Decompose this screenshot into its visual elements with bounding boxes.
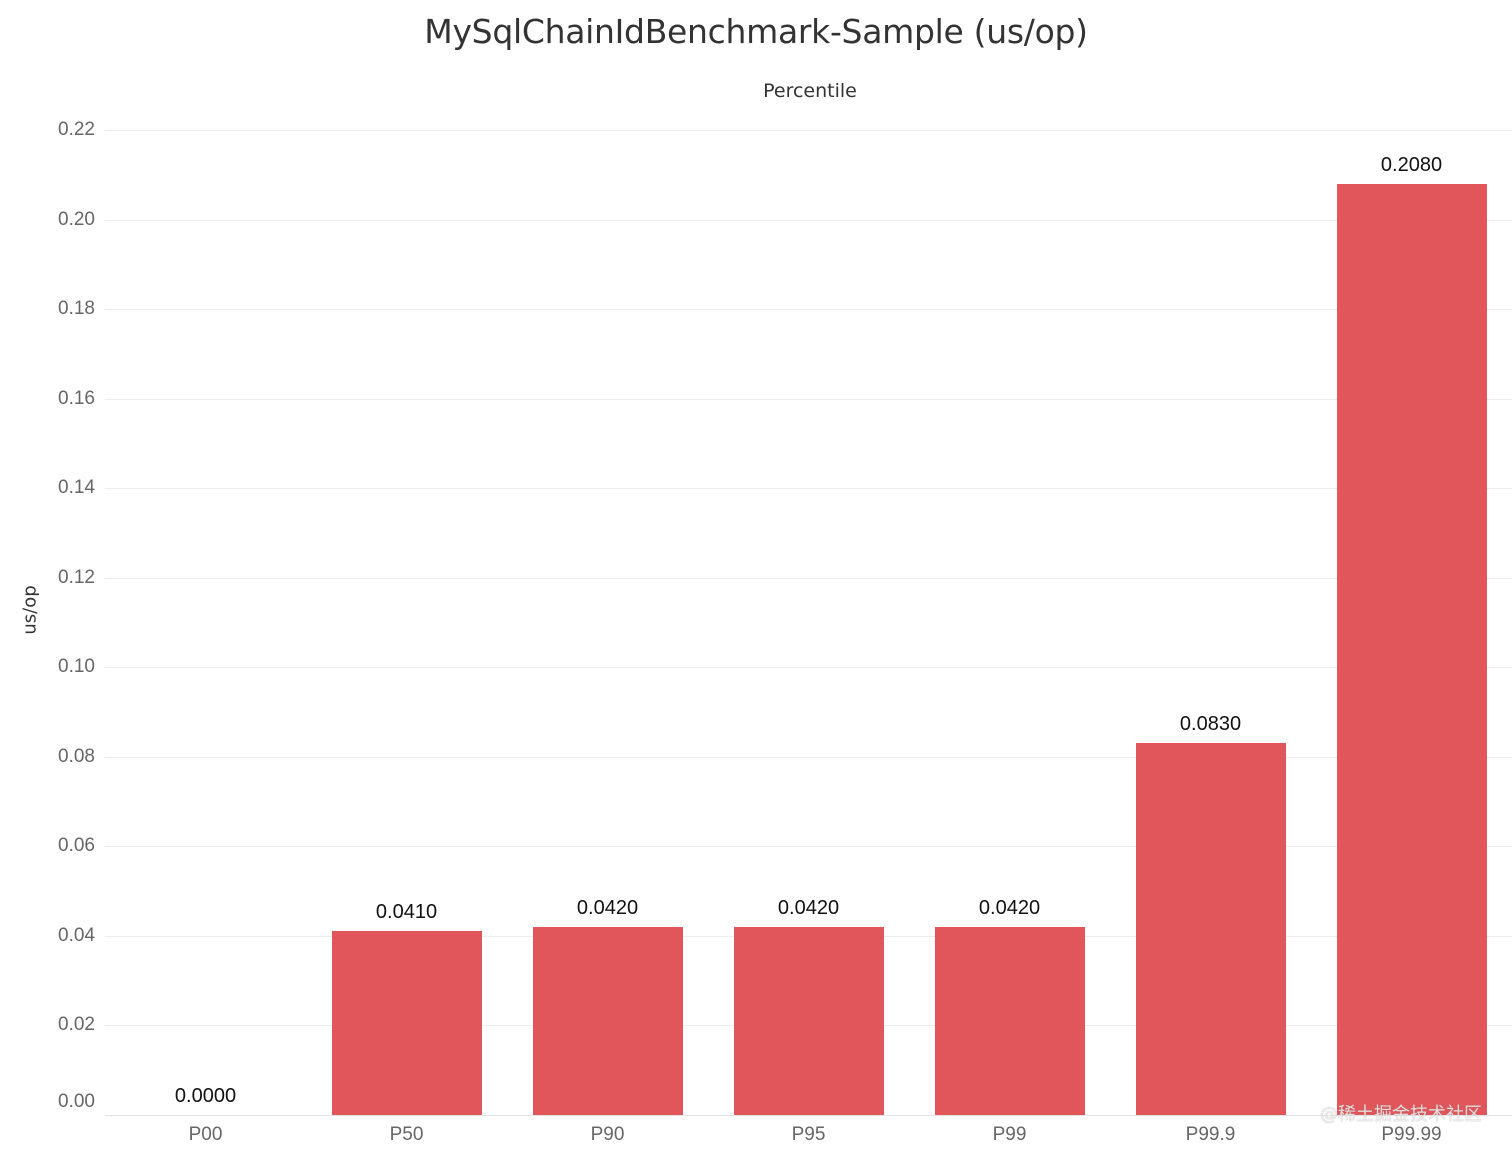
bar-value-label: 0.0420: [978, 897, 1041, 919]
y-tick-label: 0.04: [58, 924, 95, 946]
column-header: Percentile: [763, 80, 857, 102]
x-tick-label: P95: [791, 1124, 826, 1145]
bar-value-label: 0.0420: [777, 897, 840, 919]
y-tick-label: 0.20: [58, 208, 95, 230]
x-tick-label: P99.99: [1381, 1124, 1442, 1145]
gridline: [105, 309, 1512, 310]
bar-value-label: 0.0410: [375, 901, 438, 923]
bar-value-label: 0.0000: [174, 1085, 237, 1107]
bar-value-label: 0.0830: [1179, 713, 1242, 735]
bar-value-label: 0.0420: [576, 897, 639, 919]
y-tick-label: 0.06: [58, 835, 95, 857]
gridline: [105, 488, 1512, 489]
watermark: @稀土掘金技术社区: [1320, 1104, 1482, 1125]
x-tick-label: P99.9: [1185, 1124, 1236, 1145]
bar-p95[interactable]: [733, 927, 884, 1115]
x-axis-baseline: [105, 1115, 1512, 1116]
y-tick-label: 0.00: [58, 1091, 95, 1112]
y-tick-label: 0.22: [58, 119, 95, 140]
y-tick-label: 0.02: [58, 1014, 95, 1036]
bar-p50[interactable]: [331, 931, 482, 1115]
y-tick-label: 0.12: [58, 566, 95, 588]
bar-p99[interactable]: [934, 927, 1085, 1115]
bar-p90[interactable]: [532, 927, 683, 1115]
bar-value-label: 0.2080: [1380, 154, 1443, 176]
y-tick-label: 0.18: [58, 298, 95, 320]
gridline: [105, 846, 1512, 847]
bar-p99-99[interactable]: [1336, 184, 1487, 1115]
bar-p99-9[interactable]: [1135, 743, 1286, 1115]
y-tick-label: 0.16: [58, 387, 95, 409]
y-tick-label: 0.08: [58, 745, 95, 767]
x-tick-label: P00: [188, 1124, 223, 1145]
x-tick-label: P90: [590, 1124, 625, 1145]
x-tick-label: P99: [992, 1124, 1027, 1145]
gridline: [105, 667, 1512, 668]
gridline: [105, 130, 1512, 131]
chart-title: MySqlChainIdBenchmark-Sample (us/op): [424, 12, 1088, 51]
y-tick-label: 0.14: [58, 477, 95, 499]
y-tick-label: 0.10: [58, 656, 95, 678]
gridline: [105, 578, 1512, 579]
gridline: [105, 757, 1512, 758]
y-axis-label: us/op: [19, 585, 41, 635]
gridline: [105, 399, 1512, 400]
gridline: [105, 220, 1512, 221]
x-tick-label: P50: [389, 1124, 424, 1145]
